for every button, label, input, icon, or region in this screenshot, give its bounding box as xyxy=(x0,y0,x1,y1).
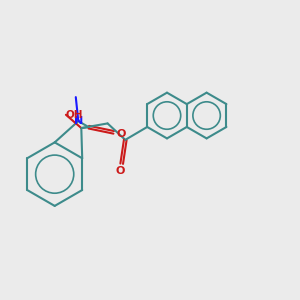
Text: O: O xyxy=(116,129,126,139)
Text: O: O xyxy=(116,166,125,176)
Text: OH: OH xyxy=(65,110,83,120)
Text: N: N xyxy=(74,116,83,126)
